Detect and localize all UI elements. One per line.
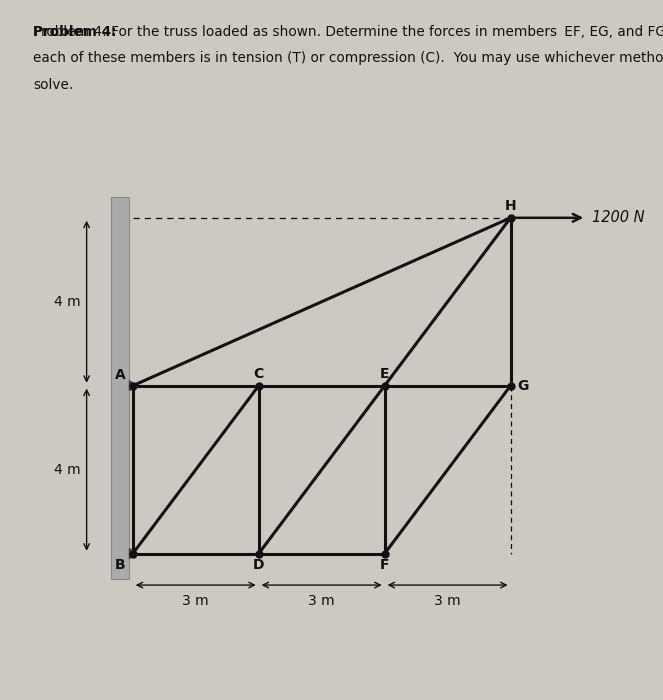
Polygon shape [129,549,137,559]
Text: 3 m: 3 m [434,594,461,608]
Text: F: F [380,559,389,573]
Text: each of these members is in tension (T) or compression (C).  You may use whichev: each of these members is in tension (T) … [33,51,663,65]
Text: H: H [505,199,516,213]
Text: E: E [380,367,389,381]
Bar [111,197,129,579]
Text: 3 m: 3 m [308,594,335,608]
Text: 4 m: 4 m [54,463,80,477]
Text: 1200 N: 1200 N [593,210,645,225]
Text: 3 m: 3 m [182,594,209,608]
Text: C: C [253,367,264,381]
Text: 4 m: 4 m [54,295,80,309]
Text: A: A [115,368,125,382]
Text: Problem 4: For the truss loaded as shown. Determine the forces in members  EF, E: Problem 4: For the truss loaded as shown… [33,25,663,38]
Text: Problem 4:: Problem 4: [33,25,117,38]
Polygon shape [129,381,137,391]
Text: G: G [517,379,529,393]
Text: D: D [253,559,265,573]
Text: solve.: solve. [33,78,74,92]
Text: B: B [115,559,125,573]
